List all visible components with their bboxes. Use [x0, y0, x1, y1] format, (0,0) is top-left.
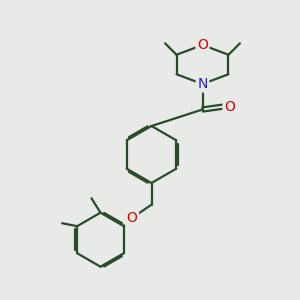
Text: O: O — [127, 211, 137, 225]
Text: N: N — [197, 77, 208, 91]
Text: O: O — [224, 100, 235, 113]
Text: O: O — [197, 38, 208, 52]
